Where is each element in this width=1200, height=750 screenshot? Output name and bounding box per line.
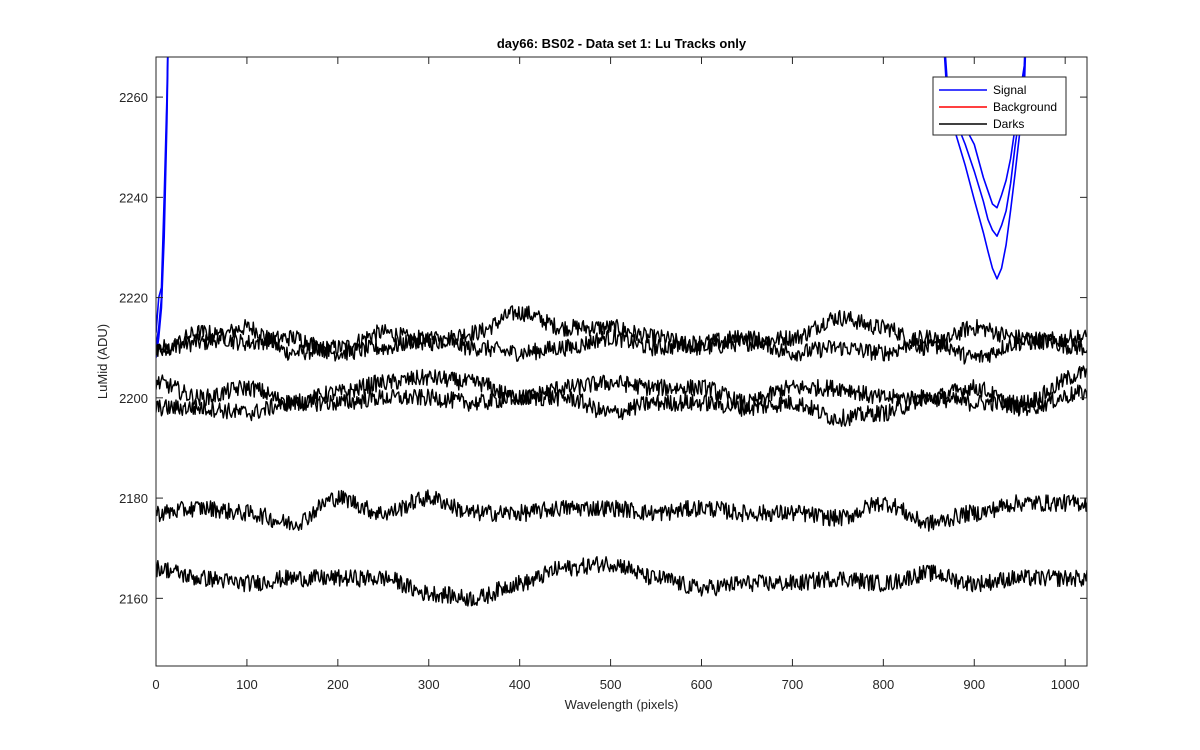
y-tick-label: 2180	[119, 491, 148, 506]
x-tick-label: 200	[327, 677, 349, 692]
y-axis-title: LuMid (ADU)	[95, 324, 110, 399]
x-tick-label: 800	[872, 677, 894, 692]
ticks-group: 0 100 200 300 400 500 600 700 800 900 1000 2160 2180…	[119, 57, 1087, 692]
x-tick-label: 1000	[1051, 677, 1080, 692]
x-axis-title: Wavelength (pixels)	[565, 697, 679, 712]
series-line-darks-6	[156, 379, 1087, 427]
y-tick-label: 2240	[119, 190, 148, 205]
x-tick-label: 500	[600, 677, 622, 692]
x-tick-label: 100	[236, 677, 258, 692]
y-tick-label: 2260	[119, 90, 148, 105]
x-tick-label: 600	[691, 677, 713, 692]
series-line-darks-8	[156, 555, 1087, 607]
x-tick-label: 900	[963, 677, 985, 692]
y-tick-label: 2220	[119, 291, 148, 306]
legend-label-darks: Darks	[993, 117, 1024, 131]
legend-label-signal: Signal	[993, 83, 1026, 97]
x-tick-label: 300	[418, 677, 440, 692]
y-tick-label: 2200	[119, 391, 148, 406]
legend: Signal Background Darks	[932, 76, 1067, 136]
chart-title: day66: BS02 - Data set 1: Lu Tracks only	[497, 36, 747, 51]
x-tick-label: 0	[152, 677, 159, 692]
plot-area	[155, 56, 1088, 667]
legend-box	[932, 76, 1067, 136]
x-tick-label: 400	[509, 677, 531, 692]
series-line-darks-4	[156, 324, 1087, 365]
axes-box	[155, 56, 1088, 667]
series-line-darks-7	[156, 489, 1087, 532]
y-tick-label: 2160	[119, 591, 148, 606]
legend-label-background: Background	[993, 100, 1057, 114]
x-tick-label: 700	[782, 677, 804, 692]
